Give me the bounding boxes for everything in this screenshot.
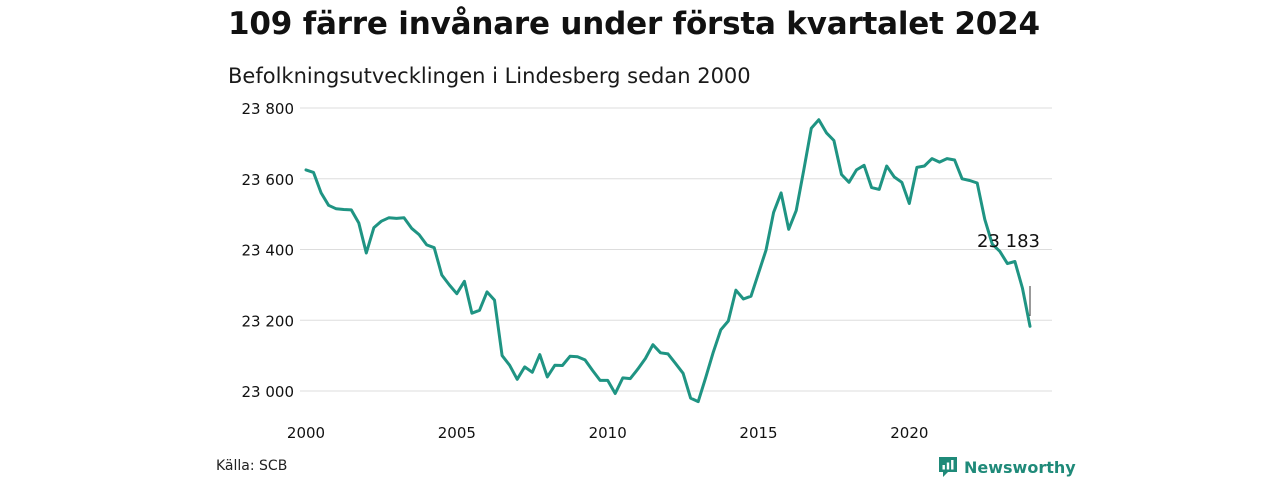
grid-lines [300,107,1052,392]
y-tick-label: 23 000 [242,383,295,401]
annotation-layer: 23 183 [977,231,1040,316]
series-layer [304,118,1032,404]
x-axis-ticks: 2000 2005 2010 2015 2020 [287,424,929,442]
x-tick-label: 2005 [438,424,476,442]
x-tick-label: 2000 [287,424,325,442]
latest-value-label: 23 183 [977,231,1040,252]
population-series-line [304,118,1032,404]
newsworthy-logo-icon [938,456,958,478]
brand-name: Newsworthy [964,457,1076,477]
x-tick-label: 2010 [589,424,627,442]
brand-logo: Newsworthy [938,456,1076,478]
chart-title: 109 färre invånare under första kvartale… [228,6,1040,42]
x-tick-label: 2015 [739,424,777,442]
source-note: Källa: SCB [216,458,288,474]
y-axis-ticks: 23 000 23 200 23 400 23 600 23 800 [242,100,295,401]
chart-subtitle: Befolkningsutvecklingen i Lindesberg sed… [228,64,751,88]
y-tick-label: 23 400 [242,242,295,260]
x-tick-label: 2020 [890,424,928,442]
y-tick-label: 23 800 [242,100,295,118]
y-tick-label: 23 200 [242,312,295,330]
y-tick-label: 23 600 [242,171,295,189]
